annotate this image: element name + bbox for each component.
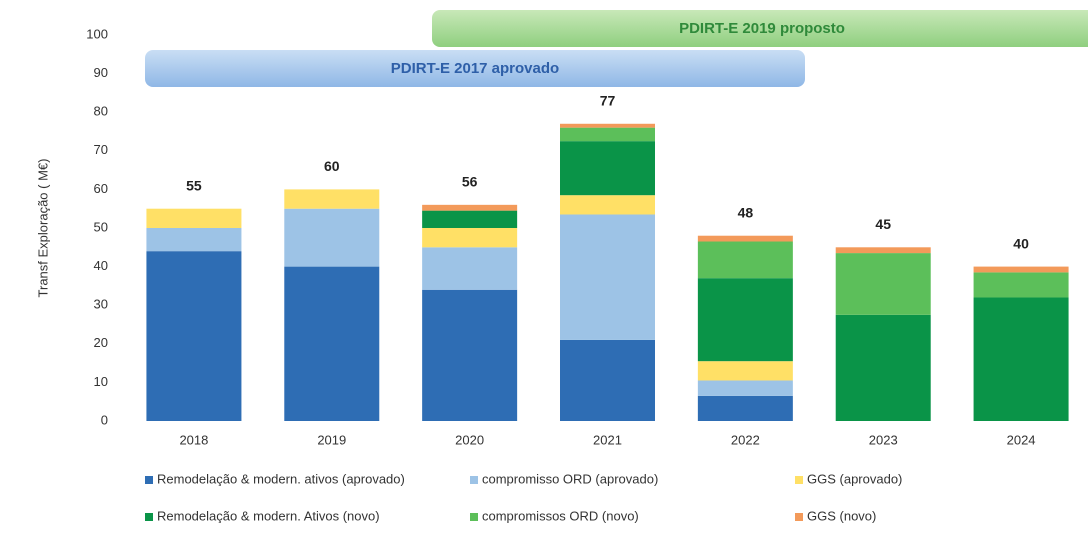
y-axis-label: Transf Exploração ( M€) xyxy=(35,159,50,298)
bar-segment xyxy=(422,204,518,211)
y-tick-label: 100 xyxy=(86,26,108,41)
legend-swatch xyxy=(145,476,153,484)
legend-label: compromissos ORD (novo) xyxy=(482,508,639,523)
bar-segment xyxy=(835,253,931,315)
total-label: 48 xyxy=(738,204,754,220)
bar-segment xyxy=(697,361,793,381)
y-tick-label: 20 xyxy=(94,335,108,350)
banner xyxy=(432,10,1088,47)
total-label: 60 xyxy=(324,158,340,174)
legend-swatch xyxy=(470,513,478,521)
bar-segment xyxy=(560,339,655,421)
x-tick-label: 2024 xyxy=(1007,432,1036,447)
y-tick-label: 50 xyxy=(94,219,108,234)
bar-segment xyxy=(835,247,931,254)
y-tick-label: 0 xyxy=(101,412,108,427)
x-tick-label: 2019 xyxy=(317,432,346,447)
legend-label: GGS (aprovado) xyxy=(807,471,902,486)
legend-swatch xyxy=(145,513,153,521)
bar-segment xyxy=(697,395,793,421)
x-tick-label: 2021 xyxy=(593,432,622,447)
bar-segment xyxy=(560,214,655,340)
bar-segment xyxy=(560,127,655,142)
bar-segment xyxy=(422,289,518,421)
bar-segment xyxy=(422,247,518,290)
x-tick-label: 2022 xyxy=(731,432,760,447)
banner xyxy=(145,50,805,87)
y-tick-label: 60 xyxy=(94,181,108,196)
x-tick-label: 2020 xyxy=(455,432,484,447)
bar-segment xyxy=(422,210,518,228)
legend-swatch xyxy=(795,513,803,521)
total-label: 55 xyxy=(186,177,202,193)
y-tick-label: 40 xyxy=(94,258,108,273)
x-tick-label: 2018 xyxy=(179,432,208,447)
y-tick-label: 80 xyxy=(94,104,108,119)
bar-segment xyxy=(560,195,655,215)
total-label: 45 xyxy=(875,216,891,232)
legend-label: compromisso ORD (aprovado) xyxy=(482,471,658,486)
bar-segment xyxy=(284,208,380,267)
y-tick-label: 10 xyxy=(94,374,108,389)
legend-swatch xyxy=(795,476,803,484)
bar-segment xyxy=(973,266,1069,273)
bar-segment xyxy=(697,380,793,396)
y-tick-label: 30 xyxy=(94,297,108,312)
total-label: 56 xyxy=(462,174,478,190)
banner-text: PDIRT-E 2019 proposto xyxy=(679,20,845,37)
total-label: 77 xyxy=(600,92,616,108)
bar-segment xyxy=(697,278,793,362)
bar-segment xyxy=(146,228,242,252)
bar-segment xyxy=(560,141,655,196)
legend-swatch xyxy=(470,476,478,484)
y-tick-label: 70 xyxy=(94,142,108,157)
y-tick-label: 90 xyxy=(94,65,108,80)
legend-label: Remodelação & modern. ativos (aprovado) xyxy=(157,471,405,486)
bar-segment xyxy=(697,241,793,279)
total-label: 40 xyxy=(1013,235,1029,251)
bar-segment xyxy=(146,251,242,421)
bar-segment xyxy=(284,266,380,421)
bar-segment xyxy=(973,272,1069,298)
x-tick-label: 2023 xyxy=(869,432,898,447)
legend-label: Remodelação & modern. Ativos (novo) xyxy=(157,508,380,523)
bar-segment xyxy=(284,189,380,209)
bar-segment xyxy=(835,314,931,421)
banner-text: PDIRT-E 2017 aprovado xyxy=(391,60,559,77)
bar-segment xyxy=(422,228,518,248)
legend-label: GGS (novo) xyxy=(807,508,876,523)
bar-segment xyxy=(973,297,1069,421)
bar-segment xyxy=(146,208,242,228)
bar-segment xyxy=(560,123,655,128)
bar-segment xyxy=(697,235,793,242)
